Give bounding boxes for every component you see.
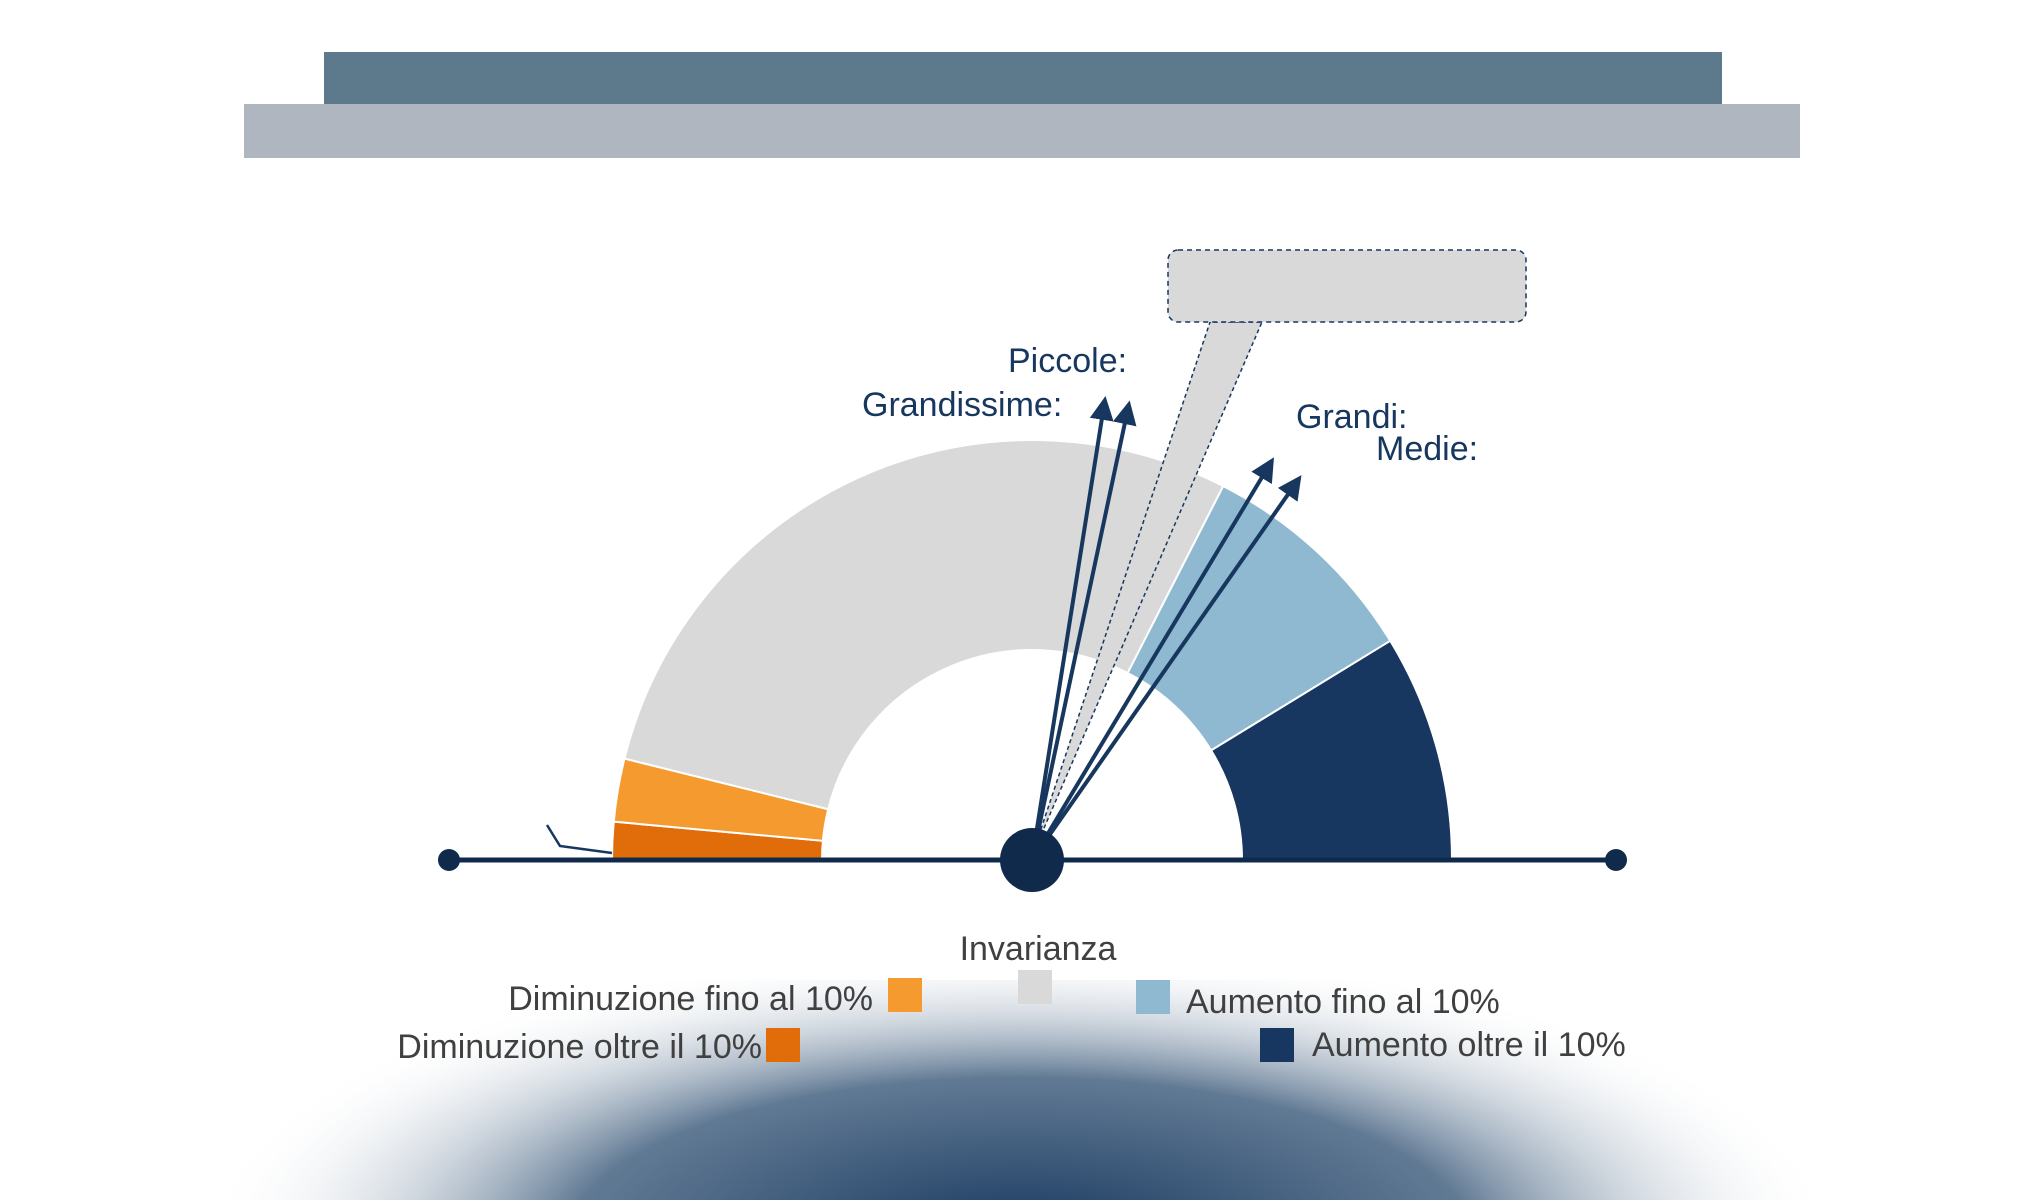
- gauge-arrow-grandi: [1030, 457, 1274, 862]
- legend-swatch-aumento-fino: [1136, 980, 1170, 1014]
- axis-end-left: [438, 849, 460, 871]
- legend-swatch-invarianza: [1018, 970, 1052, 1004]
- arrow-label-piccole: Piccole:: [1008, 342, 1127, 380]
- legend-label-diminuzione-fino: Diminuzione fino al 10%: [508, 980, 873, 1018]
- arrow-label-grandi: Grandi:: [1296, 398, 1408, 436]
- header-bar-light: [244, 104, 1800, 158]
- gauge-arrow-medie: [1030, 475, 1302, 862]
- callout-box: [1167, 249, 1527, 323]
- arrow-label-grandissime: Grandissime:: [862, 386, 1062, 424]
- legend-swatch-diminuzione-oltre: [766, 1028, 800, 1062]
- gauge-segment-invarianza: [623, 439, 1225, 811]
- header-bar-dark: [324, 52, 1722, 106]
- gauge-arrow-grandissime: [1030, 400, 1137, 861]
- small-segment-leader-line: [545, 824, 613, 855]
- legend-label-aumento-oltre: Aumento oltre il 10%: [1312, 1026, 1626, 1064]
- legend: Diminuzione fino al 10% Diminuzione oltr…: [397, 930, 1625, 1066]
- gauge-center-hub: [1000, 828, 1064, 892]
- legend-label-invarianza: Invarianza: [960, 930, 1117, 968]
- gauge-arrow-piccole: [1030, 395, 1114, 861]
- legend-label-diminuzione-oltre: Diminuzione oltre il 10%: [397, 1028, 762, 1066]
- legend-label-aumento-fino: Aumento fino al 10%: [1186, 983, 1500, 1021]
- gauge-arrows: [1030, 395, 1302, 862]
- gauge-segments: [610, 439, 1454, 861]
- legend-swatch-diminuzione-fino: [888, 978, 922, 1012]
- arrow-label-medie: Medie:: [1376, 430, 1478, 468]
- legend-swatch-aumento-oltre: [1260, 1028, 1294, 1062]
- axis-end-right: [1605, 849, 1627, 871]
- bottom-gradient: [0, 980, 2040, 1200]
